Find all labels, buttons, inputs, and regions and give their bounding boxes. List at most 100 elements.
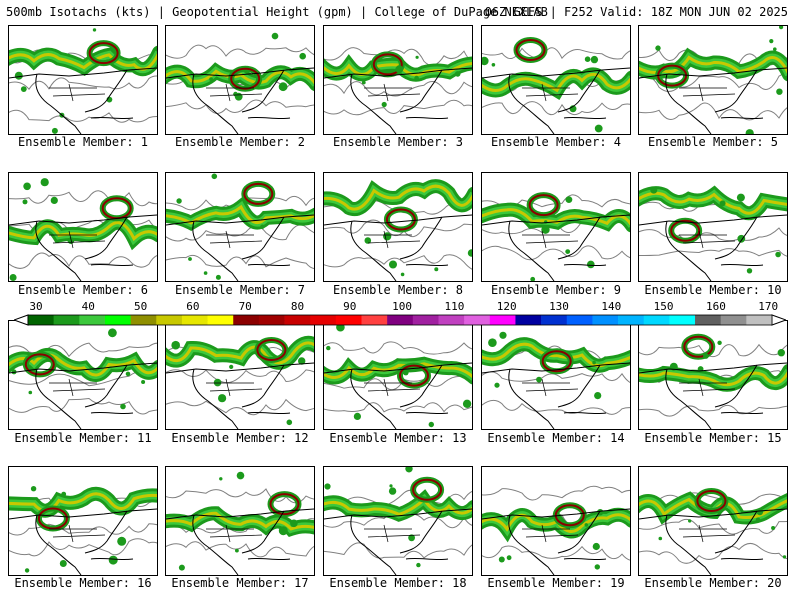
map-plot (166, 471, 314, 575)
map-plot (482, 192, 630, 281)
colorbar-tick: 120 (496, 300, 517, 313)
colorbar-tick: 160 (705, 300, 726, 313)
ensemble-map-13 (323, 320, 473, 430)
map-plot (639, 488, 787, 575)
colorbar-swatch (181, 315, 208, 325)
colorbar-swatch (515, 315, 542, 325)
member-caption: Ensemble Member: 19 (487, 576, 625, 590)
member-caption: Ensemble Member: 14 (487, 431, 625, 445)
map-plot (9, 328, 157, 429)
colorbar-swatch (746, 315, 773, 325)
colorbar-swatch (207, 315, 234, 325)
map-plot (324, 467, 472, 575)
header: 500mb Isotachs (kts) | Geopotential Heig… (0, 0, 800, 22)
run-valid-time: 06Z GEFS | F252 Valid: 18Z MON JUN 02 20… (484, 5, 788, 19)
colorbar-swatch (438, 315, 465, 325)
colorbar-tick: 100 (392, 300, 413, 313)
colorbar-tick: 150 (653, 300, 674, 313)
colorbar-swatch (130, 315, 157, 325)
colorbar-swatch (79, 315, 106, 325)
isotach-colorbar: 30 40 50 60 70 80 90 100 110 120 130 140 150 160 170 (14, 300, 786, 330)
colorbar-tick: 80 (290, 300, 305, 313)
member-caption: Ensemble Member: 20 (644, 576, 782, 590)
ensemble-map-3 (323, 25, 473, 135)
member-caption: Ensemble Member: 11 (14, 431, 152, 445)
member-caption: Ensemble Member: 13 (329, 431, 467, 445)
ensemble-map-15 (638, 320, 788, 430)
map-plot (9, 486, 157, 575)
colorbar-swatch (489, 315, 516, 325)
member-caption: Ensemble Member: 18 (329, 576, 467, 590)
map-plot (639, 185, 787, 281)
colorbar-swatch (335, 315, 362, 325)
colorbar-swatch (618, 315, 645, 325)
map-plot (324, 179, 472, 281)
colorbar-swatch (464, 315, 491, 325)
colorbar-tick: 140 (601, 300, 622, 313)
colorbar-swatch (643, 315, 670, 325)
ensemble-map-14 (481, 320, 631, 430)
colorbar-swatch (720, 315, 747, 325)
colorbar-swatch (387, 315, 414, 325)
ensemble-map-19 (481, 466, 631, 576)
ensemble-map-10 (638, 172, 788, 282)
member-caption: Ensemble Member: 17 (171, 576, 309, 590)
colorbar-swatch (310, 315, 337, 325)
colorbar-swatch (695, 315, 721, 325)
colorbar-tick: 50 (133, 300, 148, 313)
member-caption: Ensemble Member: 12 (171, 431, 309, 445)
colorbar-swatch (592, 315, 619, 325)
colorbar-tick: 70 (238, 300, 252, 313)
product-title: 500mb Isotachs (kts) | Geopotential Heig… (6, 5, 548, 19)
colorbar-swatch (156, 315, 183, 325)
member-caption: Ensemble Member: 8 (332, 283, 464, 297)
member-caption: Ensemble Member: 16 (14, 576, 152, 590)
colorbar-swatch (669, 315, 696, 325)
colorbar-swatch (104, 315, 131, 325)
ensemble-map-6 (8, 172, 158, 282)
colorbar-swatch (361, 315, 388, 325)
colorbar-swatch (566, 315, 593, 325)
member-caption: Ensemble Member: 1 (17, 135, 149, 149)
colorbar-left-arrow (14, 314, 29, 326)
ensemble-map-4 (481, 25, 631, 135)
colorbar-tick: 40 (81, 300, 95, 313)
colorbar-tick: 130 (549, 300, 569, 313)
colorbar-swatch (541, 315, 568, 325)
ensemble-map-18 (323, 466, 473, 576)
ensemble-map-5 (638, 25, 788, 135)
ensemble-map-7 (165, 172, 315, 282)
colorbar-swatch (53, 315, 80, 325)
colorbar-tick: 90 (343, 300, 357, 313)
map-plot (639, 26, 787, 134)
member-caption: Ensemble Member: 5 (647, 135, 779, 149)
colorbar-swatch (284, 315, 311, 325)
colorbar-tick: 110 (444, 300, 465, 313)
colorbar-swatch (412, 315, 439, 325)
member-caption: Ensemble Member: 10 (644, 283, 782, 297)
ensemble-map-17 (165, 466, 315, 576)
colorbar-strip (14, 314, 786, 326)
map-plot (9, 178, 157, 281)
ensemble-map-11 (8, 320, 158, 430)
map-plot (166, 335, 314, 429)
map-plot (166, 173, 314, 281)
colorbar-right-arrow (771, 314, 786, 326)
map-plot (639, 321, 787, 429)
colorbar-tick: 30 (29, 300, 43, 313)
colorbar-swatch (233, 315, 260, 325)
member-caption: Ensemble Member: 7 (174, 283, 306, 297)
ensemble-map-20 (638, 466, 788, 576)
map-plot (482, 37, 630, 134)
map-plot (166, 32, 314, 134)
ensemble-map-9 (481, 172, 631, 282)
map-plot (324, 322, 472, 429)
map-plot (482, 485, 630, 575)
ensemble-map-12 (165, 320, 315, 430)
colorbar-tick: 170 (758, 300, 779, 313)
ensemble-map-1 (8, 25, 158, 135)
colorbar-swatch (28, 315, 54, 325)
ensemble-map-8 (323, 172, 473, 282)
map-plot (324, 47, 472, 134)
map-plot (482, 331, 630, 429)
